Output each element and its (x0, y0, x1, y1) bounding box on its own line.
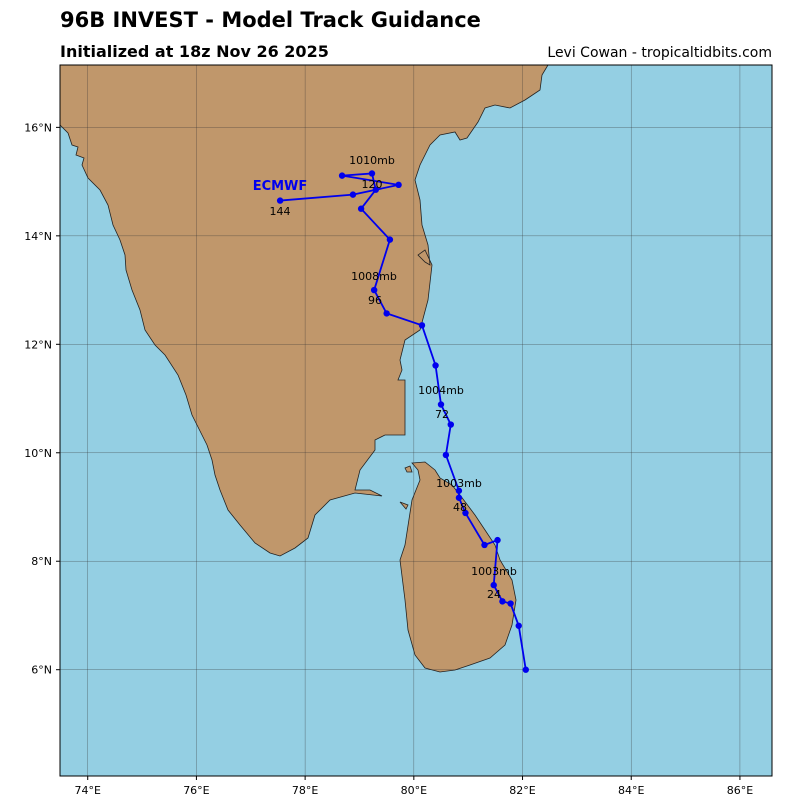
track-annotation: 120 (362, 178, 383, 191)
model-label: ECMWF (253, 179, 308, 194)
track-point (338, 172, 346, 179)
track-annotation: 1003mb (471, 565, 517, 578)
track-point (432, 362, 439, 369)
track-point (490, 581, 497, 589)
track-point (386, 236, 394, 243)
y-tick-label: 12°N (24, 338, 52, 351)
track-point (462, 509, 469, 517)
land-islet (399, 465, 413, 510)
track-point (357, 205, 365, 212)
land-india (59, 64, 549, 557)
track-annotation: 1008mb (351, 270, 397, 283)
track-point (442, 451, 450, 459)
track-point (515, 622, 522, 629)
track-point (494, 536, 501, 544)
x-tick-label: 82°E (509, 784, 535, 797)
track-point (437, 401, 445, 408)
track-point (481, 541, 488, 549)
y-tick-label: 14°N (24, 230, 52, 243)
y-tick-label: 6°N (31, 664, 52, 677)
y-tick-label: 8°N (31, 555, 52, 568)
chart-subtitle: Initialized at 18z Nov 26 2025 (60, 42, 329, 61)
track-point (372, 186, 379, 193)
track-point (370, 286, 378, 294)
plot-frame (59, 64, 773, 777)
y-tick-label: 10°N (24, 447, 52, 460)
track-point (455, 487, 463, 494)
y-tick-label: 16°N (24, 121, 52, 134)
track-annotation: 24 (487, 588, 501, 601)
track-point (507, 600, 514, 607)
x-tick-label: 74°E (74, 784, 100, 797)
chart-title: 96B INVEST - Model Track Guidance (60, 8, 481, 32)
x-tick-label: 84°E (618, 784, 644, 797)
track-point (522, 666, 529, 673)
x-tick-label: 80°E (401, 784, 427, 797)
chart-source: Levi Cowan - tropicaltidbits.com (547, 45, 772, 61)
track-annotation: 144 (270, 205, 291, 218)
track-point (499, 598, 506, 605)
track-annotation: 1003mb (436, 477, 482, 490)
track-point (455, 494, 463, 501)
track-annotation: 48 (453, 501, 467, 514)
track-point (447, 421, 454, 428)
track-annotation: 1004mb (418, 384, 464, 397)
track-annotation: 72 (435, 408, 449, 421)
x-tick-label: 78°E (292, 784, 318, 797)
track-point (395, 181, 402, 189)
x-tick-label: 76°E (183, 784, 209, 797)
track-annotation: 96 (368, 294, 382, 307)
track-point (368, 170, 376, 177)
x-tick-label: 86°E (727, 784, 753, 797)
track-annotation: 1010mb (349, 154, 395, 167)
track-point (349, 191, 357, 198)
track-point (276, 197, 284, 204)
track-point (418, 322, 426, 329)
track-point (383, 310, 390, 317)
